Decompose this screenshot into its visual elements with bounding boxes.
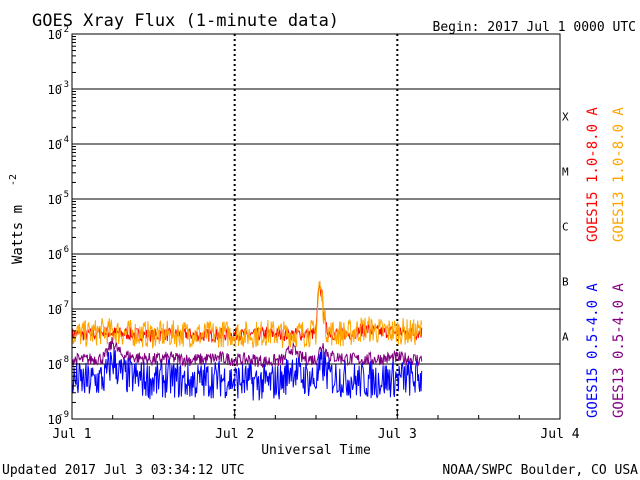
x-axis-label: Universal Time xyxy=(261,443,371,458)
series-line-3 xyxy=(71,349,423,401)
flare-class-A: A xyxy=(562,331,569,344)
y-tick-exponent: -4 xyxy=(58,135,69,145)
legend-entry-1: GOES13 1.0-8.0 A xyxy=(611,107,627,242)
y-axis-label-exponent: -2 xyxy=(8,174,19,186)
y-tick-label: 10 xyxy=(48,303,62,317)
begin-time: Begin: 2017 Jul 1 0000 UTC xyxy=(433,20,637,35)
legend: GOES15 1.0-8.0 A GOES13 1.0-8.0 A GOES13 0… xyxy=(585,107,627,418)
x-tick-label: Jul 3 xyxy=(378,427,417,442)
y-tick-label: 10 xyxy=(48,193,62,207)
y-tick-exponent: -6 xyxy=(58,245,69,255)
x-tick-label: Jul 1 xyxy=(52,427,91,442)
footer-updated: Updated 2017 Jul 3 03:34:12 UTC xyxy=(2,463,245,478)
grid-lines xyxy=(72,88,560,365)
flare-class-M: M xyxy=(562,166,569,179)
legend-entry-0: GOES15 1.0-8.0 A xyxy=(585,107,601,242)
y-tick-label: 10 xyxy=(48,138,62,152)
flare-class-B: B xyxy=(562,276,569,289)
x-axis: Jul 1 Jul 2 Jul 3 Jul 4 xyxy=(52,411,580,442)
y-tick-exponent: -5 xyxy=(58,190,69,200)
y-tick-label: 10 xyxy=(48,358,62,372)
legend-entry-3: GOES15 0.5-4.0 A xyxy=(585,283,601,418)
chart-title: GOES Xray Flux (1-minute data) xyxy=(32,11,339,31)
y-tick-exponent: -9 xyxy=(58,410,69,420)
y-tick-exponent: -2 xyxy=(58,25,69,35)
y-tick-label: 10 xyxy=(48,28,62,42)
flare-class-labels: A B C M X xyxy=(562,111,569,344)
x-tick-label: Jul 4 xyxy=(540,427,579,442)
y-axis-label-text: Watts m xyxy=(10,205,26,264)
series-layer xyxy=(71,281,423,401)
y-tick-exponent: -3 xyxy=(58,80,69,90)
footer-source: NOAA/SWPC Boulder, CO USA xyxy=(442,463,638,478)
series-line-1 xyxy=(71,281,423,349)
y-tick-exponent: -7 xyxy=(58,300,69,310)
plot-area xyxy=(72,34,560,419)
x-tick-label: Jul 2 xyxy=(215,427,254,442)
legend-entry-2: GOES13 0.5-4.0 A xyxy=(611,283,627,418)
y-tick-label: 10 xyxy=(48,83,62,97)
series-line-2 xyxy=(71,337,423,368)
flare-class-C: C xyxy=(562,221,569,234)
flare-class-X: X xyxy=(562,111,569,124)
y-axis: 10-910-810-710-610-510-410-310-2 xyxy=(48,25,80,427)
y-tick-label: 10 xyxy=(48,413,62,427)
y-axis-label: Watts m -2 xyxy=(8,174,26,264)
y-tick-exponent: -8 xyxy=(58,355,69,365)
y-tick-label: 10 xyxy=(48,248,62,262)
